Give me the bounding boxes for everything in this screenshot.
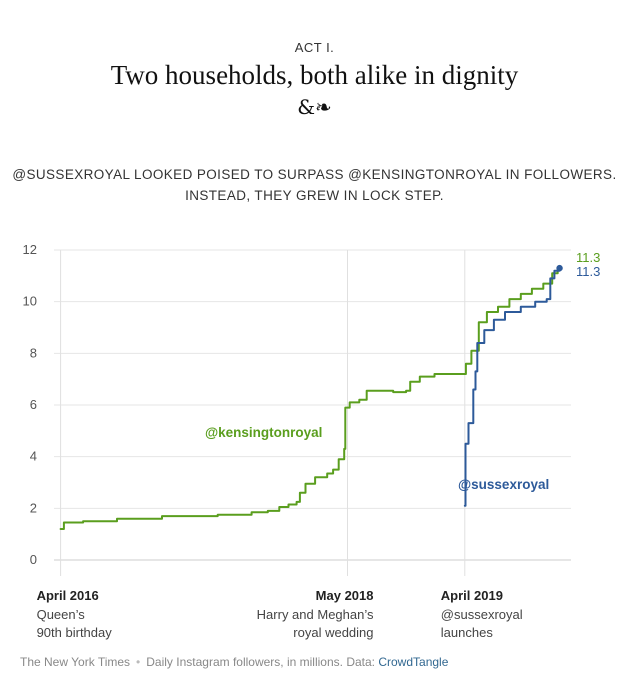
footer-note: Daily Instagram followers, in millions. … bbox=[146, 655, 375, 669]
chart-grid bbox=[54, 249, 571, 561]
y-tick-label: 8 bbox=[30, 345, 37, 360]
annotation-line-2: royal wedding bbox=[293, 625, 373, 640]
annotation-title: May 2018 bbox=[316, 588, 374, 603]
chart-labels: 11.311.3 @kensingtonroyal @sussexroyal bbox=[205, 250, 600, 492]
y-tick-label: 0 bbox=[30, 552, 37, 567]
y-tick-label: 6 bbox=[30, 397, 37, 412]
kensingtonroyal-label: @kensingtonroyal bbox=[205, 425, 322, 440]
page-title: Two households, both alike in dignity bbox=[110, 60, 519, 90]
sussexroyal-line bbox=[463, 267, 561, 507]
footer-source-link[interactable]: CrowdTangle bbox=[378, 655, 449, 669]
y-tick-label: 4 bbox=[30, 449, 37, 464]
kensingtonroyal-line bbox=[59, 267, 559, 530]
footer: The New York Times • Daily Instagram follo… bbox=[20, 655, 448, 669]
act-label: ACT I. bbox=[294, 40, 335, 55]
annotation-line-2: launches bbox=[441, 625, 494, 640]
y-tick-label: 12 bbox=[23, 242, 37, 257]
y-axis-ticks: 0 2 4 6 8 10 12 bbox=[23, 242, 37, 567]
kensingtonroyal-end-value: 11.3 bbox=[576, 250, 600, 265]
y-tick-label: 2 bbox=[30, 500, 37, 515]
annotation-line-2: 90th birthday bbox=[37, 625, 113, 640]
sussexroyal-label: @sussexroyal bbox=[458, 477, 549, 492]
annotation-lines bbox=[60, 250, 466, 576]
sussexroyal-end-dot bbox=[556, 264, 563, 272]
y-tick-label: 10 bbox=[23, 294, 37, 309]
annotation-title: April 2016 bbox=[37, 588, 99, 603]
subheading-line-1: @SUSSEXROYAL LOOKED POISED TO SURPASS @K… bbox=[12, 167, 617, 182]
annotation-title: April 2019 bbox=[441, 588, 503, 603]
chart-subheading: @SUSSEXROYAL LOOKED POISED TO SURPASS @K… bbox=[0, 164, 629, 206]
chart-series bbox=[59, 264, 563, 530]
footer-separator: • bbox=[136, 655, 141, 669]
annotation-line-1: Harry and Meghan’s bbox=[257, 607, 374, 622]
subheading-line-2: INSTEAD, THEY GREW IN LOCK STEP. bbox=[185, 188, 444, 203]
sussexroyal-end-value: 11.3 bbox=[576, 264, 600, 279]
footer-publisher: The New York Times bbox=[20, 655, 131, 669]
annotation-line-1: @sussexroyal bbox=[441, 607, 523, 622]
ornament-glyph: &❧ bbox=[297, 95, 332, 119]
x-axis-annotations: April 2016 Queen’s 90th birthday May 2018 Ha… bbox=[37, 588, 523, 640]
annotation-line-1: Queen’s bbox=[37, 607, 86, 622]
